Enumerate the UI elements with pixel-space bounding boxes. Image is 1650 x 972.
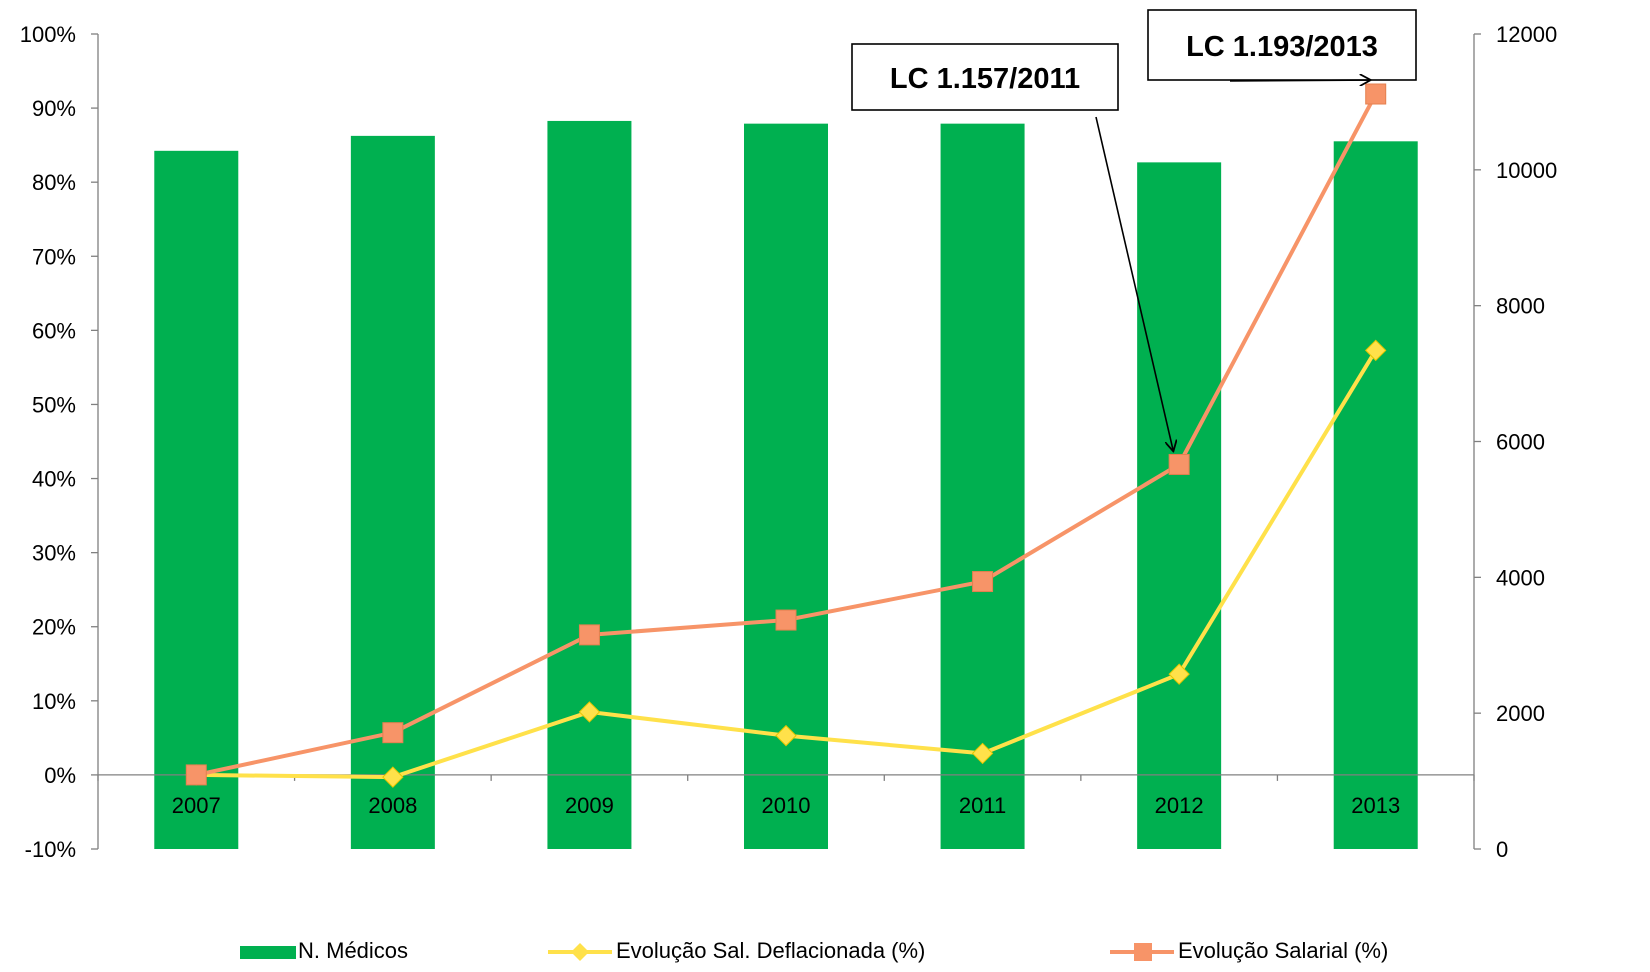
x-tick-label: 2011 bbox=[959, 793, 1006, 818]
annotation-box-1 bbox=[1147, 9, 1417, 81]
y-left-tick-label: 10% bbox=[32, 689, 76, 714]
annotation-label-1: LC 1.193/2013 bbox=[1186, 31, 1378, 63]
x-tick-label: 2009 bbox=[565, 793, 614, 818]
y-right-tick-label: 12000 bbox=[1496, 22, 1557, 47]
y-left-tick-label: 50% bbox=[32, 392, 76, 417]
data-point-0-2012 bbox=[1168, 663, 1190, 685]
data-point-1-2007 bbox=[185, 764, 207, 786]
y-left-tick-label: 40% bbox=[32, 467, 76, 492]
data-point-1-2009 bbox=[578, 624, 600, 646]
legend-label-2: Evolução Salarial (%) bbox=[1178, 938, 1388, 963]
y-right-tick-label: 4000 bbox=[1496, 565, 1545, 590]
y-left-tick-label: 70% bbox=[32, 244, 76, 269]
y-left-tick-label: 0% bbox=[44, 763, 76, 788]
x-tick-label: 2012 bbox=[1155, 793, 1204, 818]
y-left-tick-label: 100% bbox=[20, 22, 76, 47]
x-tick-label: 2008 bbox=[368, 793, 417, 818]
data-point-1-2011 bbox=[972, 571, 994, 593]
y-left-tick-label: -10% bbox=[25, 837, 76, 862]
annotation-label-0: LC 1.157/2011 bbox=[890, 63, 1080, 95]
bar-2013 bbox=[1333, 141, 1418, 849]
y-right-tick-label: 6000 bbox=[1496, 430, 1545, 455]
data-point-1-2008 bbox=[382, 722, 404, 744]
data-point-1-2013 bbox=[1365, 83, 1387, 105]
legend-marker-1 bbox=[571, 943, 589, 961]
y-right-tick-label: 10000 bbox=[1496, 158, 1557, 183]
y-left-tick-label: 80% bbox=[32, 170, 76, 195]
x-tick-label: 2013 bbox=[1351, 793, 1400, 818]
x-tick-label: 2007 bbox=[172, 793, 221, 818]
legend-swatch-bar bbox=[240, 946, 296, 959]
data-point-1-2012 bbox=[1168, 453, 1190, 475]
data-point-0-2011 bbox=[971, 742, 994, 765]
y-left-tick-label: 60% bbox=[32, 318, 76, 343]
y-left-tick-label: 90% bbox=[32, 96, 76, 121]
x-tick-label: 2010 bbox=[762, 793, 811, 818]
bar-2011 bbox=[940, 123, 1025, 849]
y-left-tick-label: 20% bbox=[32, 615, 76, 640]
data-point-0-2009 bbox=[578, 701, 601, 723]
y-left-tick-label: 30% bbox=[32, 541, 76, 566]
legend-label-0: N. Médicos bbox=[298, 938, 408, 963]
y-right-tick-label: 2000 bbox=[1496, 701, 1545, 726]
annotation-arrow-0 bbox=[1095, 116, 1173, 450]
legend-marker-2 bbox=[1134, 943, 1152, 961]
data-point-1-2010 bbox=[775, 609, 797, 631]
annotation-box-0 bbox=[851, 43, 1119, 111]
bar-2012 bbox=[1137, 162, 1222, 850]
bar-2007 bbox=[154, 150, 239, 850]
data-point-0-2013 bbox=[1365, 339, 1387, 362]
y-right-tick-label: 0 bbox=[1496, 837, 1508, 862]
y-right-tick-label: 8000 bbox=[1496, 294, 1545, 319]
annotation-arrow-1 bbox=[1229, 80, 1370, 81]
legend-label-1: Evolução Sal. Deflacionada (%) bbox=[616, 938, 925, 963]
data-point-0-2008 bbox=[382, 766, 404, 788]
data-point-0-2010 bbox=[775, 724, 797, 747]
bar-2009 bbox=[547, 120, 632, 849]
